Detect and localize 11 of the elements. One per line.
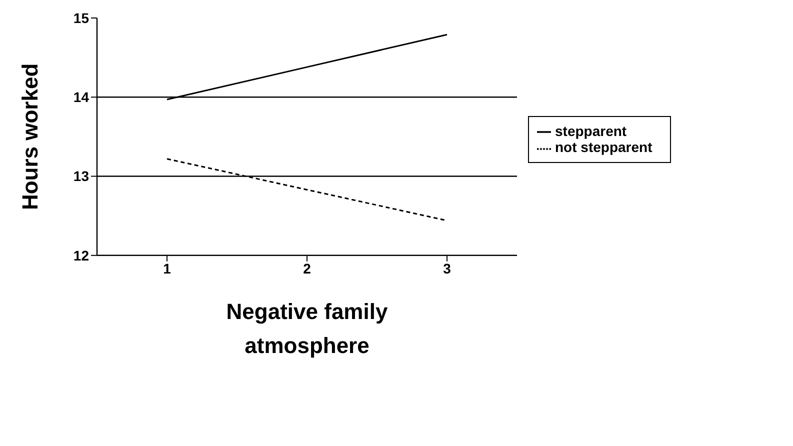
y-tick-label: 15 <box>73 10 90 26</box>
x-tick-label: 2 <box>303 260 312 276</box>
legend-label: stepparent <box>555 123 627 139</box>
y-axis-title: Hours worked <box>18 63 42 210</box>
x-tick-label: 3 <box>443 260 452 276</box>
x-tick-label: 1 <box>163 260 172 276</box>
y-tick-label: 13 <box>73 168 90 184</box>
y-tick-label: 12 <box>73 247 90 264</box>
legend-label: not stepparent <box>555 139 652 156</box>
y-tick-label: 14 <box>73 89 90 106</box>
x-axis-title: Negative family atmosphere <box>226 299 388 358</box>
